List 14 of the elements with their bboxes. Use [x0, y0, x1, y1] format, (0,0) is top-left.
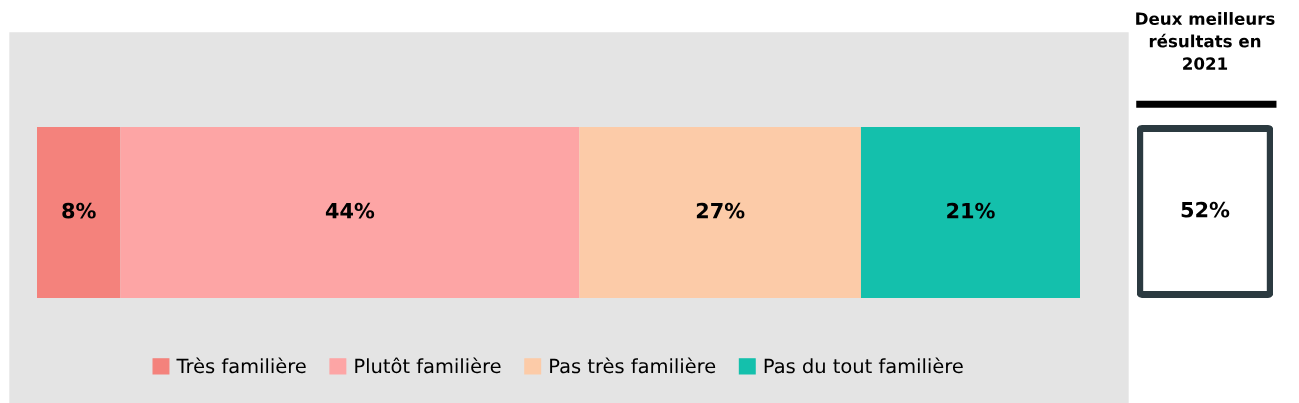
text: Deux meilleurs résultats en 2021	[1136, 12, 1275, 70]
bar	[860, 127, 1080, 298]
bar	[37, 127, 121, 298]
legend-label: Pas du tout familière	[764, 357, 963, 374]
bar	[120, 127, 580, 298]
text: 52%	[1181, 201, 1230, 218]
data-label: 8%	[62, 202, 96, 219]
legend-label: Très familière	[176, 357, 306, 374]
legend-label: Plutôt familière	[355, 357, 501, 374]
data-label: 27%	[696, 202, 745, 219]
legend-label: Pas très familière	[550, 357, 716, 374]
data-label: 44%	[325, 202, 375, 219]
bar	[579, 127, 861, 298]
data-label: 21%	[947, 202, 995, 219]
